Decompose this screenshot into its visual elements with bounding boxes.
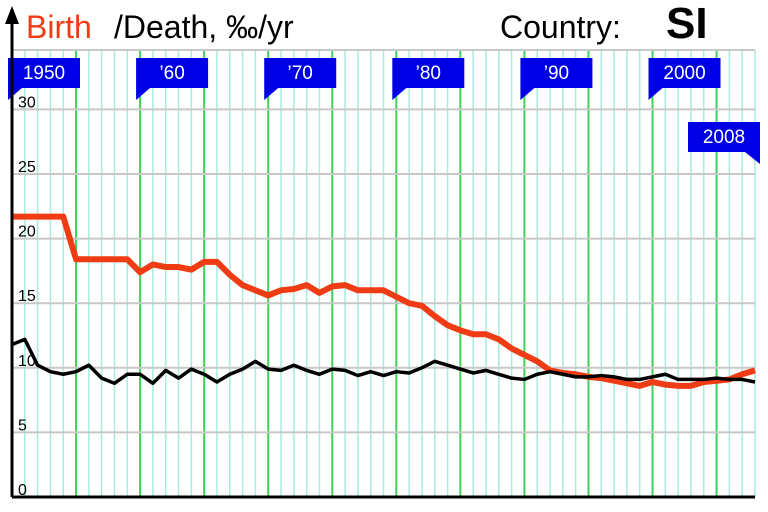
y-tick-label: 0 [18,482,27,499]
flag-tip [520,88,535,100]
flag-box [136,58,209,88]
y-tick-label: 30 [18,94,36,111]
flag-tip [264,88,279,100]
flag-box [8,58,80,88]
x-tick-label: 2008 [703,127,745,148]
x-tick-label: ’60 [159,63,184,84]
year-flag: ’90 [520,58,593,100]
flag-tip [392,88,407,100]
x-tick-label: ’70 [288,63,313,84]
legend-death: /Death, ‰/yr [114,9,294,45]
flag-tip [648,88,663,100]
flags: 1950 ’60 ’70 ’80 ’90 2000 2008 [8,58,760,164]
year-flag: ’80 [392,58,465,100]
flag-box [648,58,721,88]
x-tick-label: 1950 [23,63,65,84]
flag-tip [745,152,760,164]
flag-box [520,58,593,88]
x-tick-label: ’80 [416,63,441,84]
flag-box [264,58,337,88]
year-flag: 1950 [8,58,80,100]
y-tick-label: 10 [18,353,36,370]
x-tick-label: 2000 [663,63,705,84]
country-label: Country: [500,9,621,45]
flag-tip [136,88,151,100]
lines [11,213,756,389]
y-tick-label: 5 [18,417,27,434]
x-tick-label: ’90 [544,63,569,84]
y-tick-label: 15 [18,288,36,305]
y-tick-label: 25 [18,159,36,176]
year-flag: ’60 [136,58,209,100]
year-flag: 2008 [688,122,760,164]
flag-box [688,122,760,152]
axis-arrow [5,6,19,24]
series-line [12,213,756,389]
legend-birth: Birth [26,9,92,45]
series-line [11,337,756,386]
year-flag: 2000 [648,58,721,100]
country: SI [666,0,708,48]
year-flag: ’70 [264,58,337,100]
y-tick-label: 20 [18,224,36,241]
flag-box [392,58,465,88]
